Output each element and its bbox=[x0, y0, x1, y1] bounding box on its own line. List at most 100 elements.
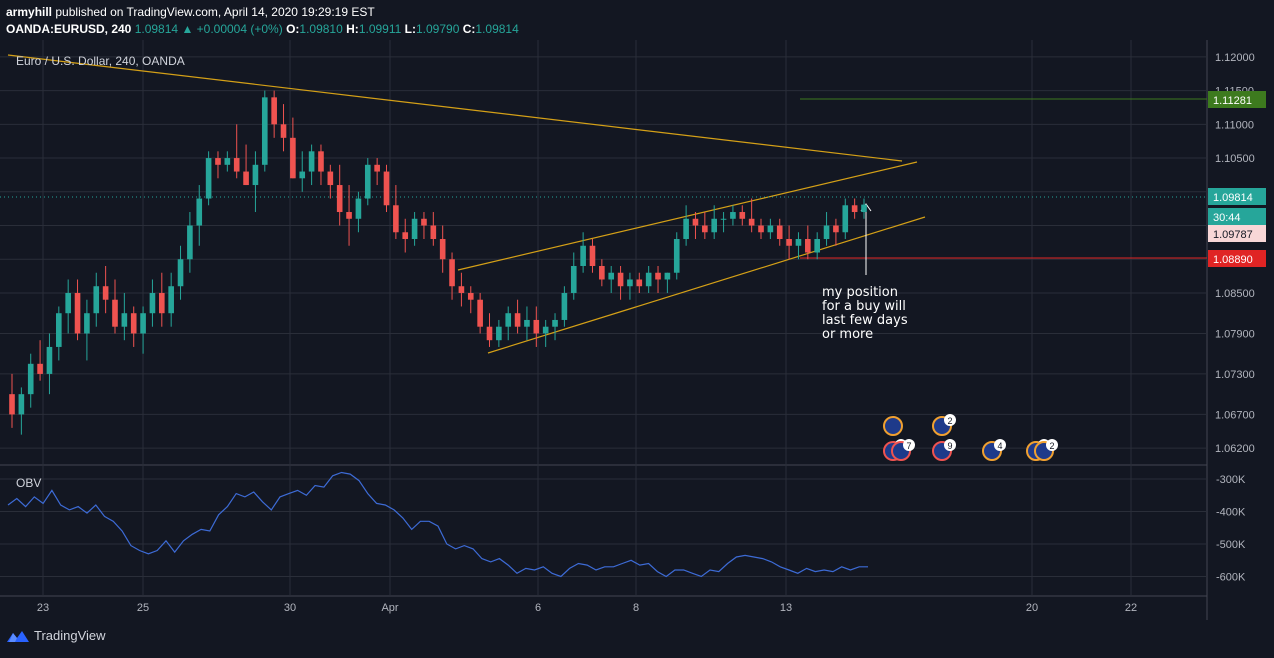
candle-body bbox=[514, 313, 521, 327]
price-tick-label: 1.07900 bbox=[1215, 328, 1255, 340]
candle-body bbox=[177, 259, 184, 287]
open-label: O: bbox=[286, 22, 300, 36]
candle-body bbox=[46, 346, 53, 374]
candle-body bbox=[336, 185, 343, 213]
candle-body bbox=[215, 158, 221, 165]
close-value: 1.09814 bbox=[475, 22, 519, 36]
price-label-timer bbox=[1208, 208, 1266, 225]
candle-body bbox=[252, 164, 259, 186]
author-name[interactable]: armyhill bbox=[6, 5, 53, 19]
candle-body bbox=[589, 245, 596, 266]
event-badge bbox=[994, 439, 1006, 451]
obv-label: OBV bbox=[16, 476, 41, 490]
last-price: 1.09814 bbox=[134, 22, 179, 36]
brand-name: TradingView bbox=[34, 628, 106, 643]
candle-body bbox=[542, 326, 549, 334]
candle-body bbox=[56, 313, 62, 347]
event-badge bbox=[903, 439, 915, 451]
candle-body bbox=[608, 272, 615, 280]
price-label-text: 1.09814 bbox=[1213, 192, 1253, 204]
publish-info: published on TradingView.com, April 14, … bbox=[55, 5, 375, 19]
candle-body bbox=[692, 218, 699, 226]
candle-body bbox=[168, 286, 174, 314]
symbol-label: OANDA:EURUSD, 240 bbox=[6, 22, 132, 36]
annotation-line: my position bbox=[822, 285, 898, 300]
candle-body bbox=[402, 232, 409, 240]
candle-body bbox=[421, 218, 427, 226]
candle-body bbox=[121, 313, 128, 327]
candle-body bbox=[739, 212, 746, 219]
candle-body bbox=[374, 164, 380, 172]
candle-body bbox=[833, 225, 839, 233]
candle-body bbox=[364, 164, 371, 199]
open-value: 1.09810 bbox=[299, 22, 343, 36]
price-tick-label: 1.06700 bbox=[1215, 409, 1255, 421]
candle-body bbox=[711, 218, 718, 233]
grid bbox=[0, 40, 1208, 620]
candle-body bbox=[730, 212, 736, 219]
candle-body bbox=[580, 245, 586, 266]
obv-tick-label: -500K bbox=[1216, 539, 1246, 551]
candle-body bbox=[786, 239, 792, 246]
candle-body bbox=[187, 225, 193, 260]
candle-body bbox=[158, 292, 165, 314]
event-badge bbox=[944, 414, 956, 426]
candle-body bbox=[477, 299, 483, 327]
candle-body bbox=[393, 205, 399, 233]
candle-body bbox=[702, 225, 708, 233]
candle-body bbox=[748, 218, 755, 226]
candle-body bbox=[224, 158, 231, 165]
time-tick-label: Apr bbox=[381, 602, 398, 614]
obv-tick-label: -600K bbox=[1216, 572, 1246, 584]
candle-body bbox=[355, 198, 362, 219]
channel-top-line bbox=[457, 161, 918, 271]
price-label-resistance bbox=[1208, 91, 1266, 108]
candle-body bbox=[261, 97, 268, 165]
candle-body bbox=[27, 363, 34, 395]
event-badge-count: 9 bbox=[947, 441, 952, 451]
time-tick-label: 8 bbox=[633, 602, 639, 614]
publish-line: armyhill published on TradingView.com, A… bbox=[6, 5, 375, 19]
candle-body bbox=[861, 204, 867, 213]
axes: 1.120001.115001.110001.105001.100001.095… bbox=[37, 52, 1266, 614]
candle-body bbox=[411, 218, 418, 240]
price-label-text: 30:44 bbox=[1213, 212, 1241, 224]
candle-body bbox=[299, 171, 306, 179]
price-label-support bbox=[1208, 250, 1266, 267]
eu-flag-icon bbox=[883, 416, 903, 436]
candle-body bbox=[140, 313, 146, 334]
position-annotation: my position for a buy will last few days or… bbox=[822, 285, 908, 342]
candle-body bbox=[346, 212, 352, 219]
candle-body bbox=[814, 239, 820, 253]
candle-body bbox=[84, 313, 90, 334]
candle-body bbox=[112, 299, 118, 327]
candle-body bbox=[767, 225, 774, 233]
candle-body bbox=[271, 97, 277, 125]
trend-lines bbox=[0, 54, 1207, 354]
candle-body bbox=[683, 218, 689, 240]
candle-body bbox=[496, 326, 502, 341]
candle-body bbox=[102, 286, 109, 300]
ohlc-line: OANDA:EURUSD, 240 1.09814 ▲ +0.00004 (+0… bbox=[6, 22, 519, 36]
candle-body bbox=[130, 313, 137, 334]
candle-body bbox=[599, 265, 605, 280]
candle-body bbox=[795, 239, 802, 246]
chart-title: Euro / U.S. Dollar, 240, OANDA bbox=[16, 54, 185, 68]
price-tick-label: 1.08500 bbox=[1215, 288, 1255, 300]
price-label-text: 1.09787 bbox=[1213, 229, 1253, 241]
time-tick-label: 20 bbox=[1026, 602, 1038, 614]
candle-body bbox=[851, 205, 858, 213]
event-badge-count: 2 bbox=[1049, 441, 1054, 451]
candle-body bbox=[505, 313, 512, 327]
obv-line bbox=[7, 471, 868, 578]
candle-body bbox=[290, 137, 296, 179]
price-tick-label: 1.06200 bbox=[1215, 443, 1255, 455]
price-label-prev bbox=[1208, 225, 1266, 242]
candle-body bbox=[327, 171, 334, 186]
footer-brand[interactable]: TradingView bbox=[6, 628, 106, 643]
candle-body bbox=[318, 151, 324, 172]
candle-body bbox=[552, 319, 558, 327]
candle-body bbox=[205, 158, 212, 199]
candle-body bbox=[280, 124, 287, 138]
